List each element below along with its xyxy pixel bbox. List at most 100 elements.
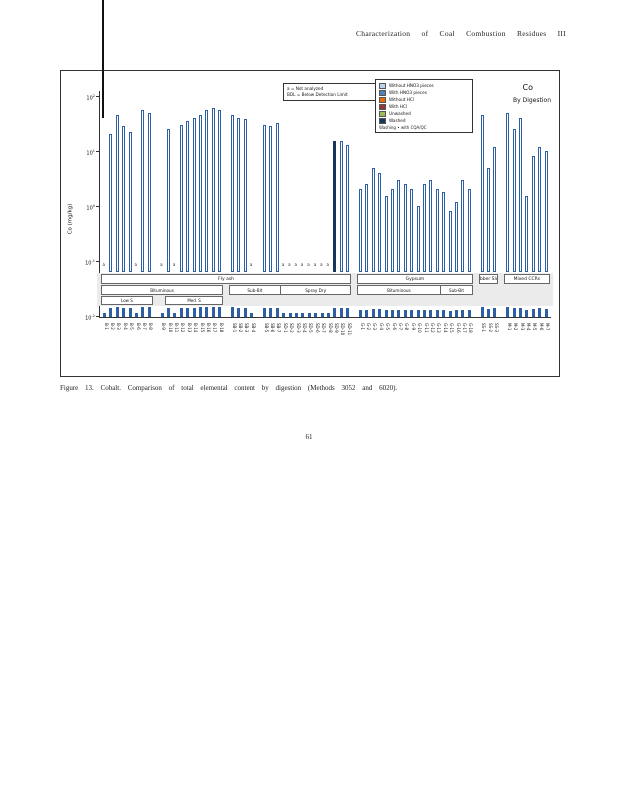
x-tick-label: SS-2 [487, 323, 493, 333]
not-analyzed-marker: a [102, 262, 105, 267]
bar [378, 172, 382, 272]
bar-stub [403, 309, 407, 317]
bar-stub [141, 307, 145, 317]
bar-stub [359, 309, 362, 317]
x-tick-label: B-5 [129, 323, 135, 330]
bar-stub [250, 313, 254, 317]
bar-stub [269, 307, 273, 317]
x-tick-label: SD-6 [314, 323, 320, 333]
bar [416, 206, 420, 272]
not-analyzed-marker: a [326, 262, 329, 267]
category-group-box: Bituminous [101, 285, 224, 295]
x-tick-label: M-5 [532, 323, 538, 331]
bar-stub [160, 313, 164, 317]
bar [205, 110, 209, 272]
bar [391, 189, 394, 272]
bar-stub [531, 308, 535, 317]
y-tick-mark [96, 316, 99, 317]
bar [237, 117, 241, 272]
bar [231, 115, 234, 272]
x-tick-label: B-12 [180, 323, 186, 333]
y-tick-label: 10-1 [85, 259, 95, 267]
bar [384, 196, 388, 272]
x-axis-line [99, 317, 551, 318]
bar-stub [231, 307, 234, 317]
x-tick-label: G-5 [385, 323, 391, 331]
category-group-box: Sub-Bit [440, 285, 473, 295]
x-tick-label: B-1 [103, 323, 109, 330]
bar-stub [218, 307, 222, 317]
not-analyzed-marker: a [294, 262, 297, 267]
x-tick-label: M-3 [519, 323, 525, 331]
legend-entry: Without HNO3 pieces [379, 82, 469, 89]
bar [218, 110, 222, 272]
x-tick-label: B-16 [205, 323, 211, 333]
bar [435, 189, 439, 272]
x-tick-label: M-2 [513, 323, 519, 331]
bar-stub [128, 307, 132, 317]
bar-stub [295, 313, 298, 317]
bar [115, 115, 119, 272]
bar [199, 115, 202, 272]
bar-stub [301, 313, 305, 317]
bar-stub [135, 313, 138, 317]
x-tick-label: M-4 [525, 323, 531, 331]
bar [493, 146, 497, 272]
page-number: 61 [305, 433, 313, 441]
legend-note-line1: a = Not analyzed [287, 86, 324, 91]
bar-stub [384, 310, 388, 317]
legend-entry-label: With HNO3 pieces [389, 90, 427, 95]
bar-stub [493, 308, 497, 317]
bar-stub [115, 307, 119, 317]
bar-stub [243, 307, 247, 317]
bar-stub [391, 309, 394, 317]
bar-stub [365, 309, 369, 317]
x-tick-label: G-4 [378, 323, 384, 331]
x-tick-label: G-6 [391, 323, 397, 331]
x-tick-label: G-1 [359, 323, 365, 331]
bar [480, 115, 484, 272]
bar-stub [506, 307, 510, 317]
bar [512, 129, 516, 272]
bar [243, 119, 247, 272]
y-tick-label: 101 [86, 149, 95, 157]
y-tick-label: 102 [86, 94, 95, 102]
bar-stub [455, 310, 458, 317]
y-tick-mark [96, 151, 99, 152]
bar [122, 126, 126, 272]
bar-stub [519, 307, 522, 317]
bar [442, 191, 446, 272]
bar-stub [487, 309, 490, 317]
legend-entry-label: Washed [389, 118, 406, 123]
x-tick-label: B-9 [161, 323, 167, 330]
x-tick-label: G-10 [417, 323, 423, 333]
bar [531, 156, 535, 272]
bar-stub [371, 309, 375, 317]
legend-entry: With HNO3 pieces [379, 89, 469, 96]
y-tick-mark [96, 206, 99, 207]
not-analyzed-marker: a [320, 262, 323, 267]
legend-swatch-icon [379, 117, 386, 124]
y-axis-line [99, 91, 100, 317]
bar-stub [211, 307, 215, 317]
bar-stub [314, 313, 318, 317]
x-tick-label: B-10 [167, 323, 173, 333]
x-tick-label: B-2 [109, 323, 115, 330]
bar [544, 151, 548, 272]
bar-stub [429, 309, 433, 317]
bar-stub [442, 309, 446, 317]
legend-entry: With HCl [379, 103, 469, 110]
legend-note-line2: BDL = Below Detection Limit [287, 92, 348, 97]
x-tick-label: G-17 [461, 323, 467, 333]
bar [141, 110, 145, 272]
x-tick-label: B-4 [122, 323, 128, 330]
x-tick-label: G-16 [455, 323, 461, 333]
figure-chart: Co By Digestion Co (mg/kg) a = Not analy… [60, 70, 560, 377]
x-tick-label: G-2 [365, 323, 371, 331]
x-tick-label: SB-4 [250, 323, 256, 333]
legend-entry-label: Without HNO3 pieces [389, 83, 434, 88]
bar [487, 167, 490, 272]
bar-stub [423, 309, 426, 317]
x-tick-label: SB-2 [237, 323, 243, 333]
x-tick-label: SB-7 [276, 323, 282, 333]
